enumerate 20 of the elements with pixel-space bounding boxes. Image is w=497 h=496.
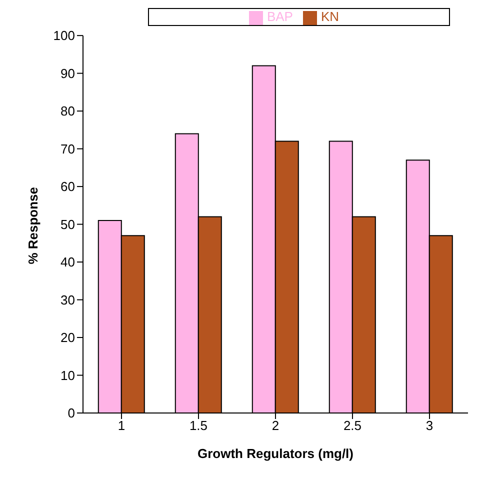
- y-tick-label: 30: [60, 292, 75, 308]
- y-tick-label: 100: [53, 28, 75, 44]
- x-tick-label: 3: [426, 418, 434, 434]
- y-tick-label: 0: [68, 406, 75, 421]
- x-tick-label: 2.5: [343, 418, 362, 434]
- x-tick-label: 1: [118, 418, 126, 434]
- y-tick-label: 70: [60, 141, 75, 156]
- y-tick-label: 10: [60, 368, 75, 383]
- x-axis-title: Growth Regulators (mg/l): [198, 446, 354, 461]
- y-tick-label: 90: [60, 66, 75, 81]
- legend-label: KN: [320, 9, 340, 24]
- y-tick-label: 50: [60, 216, 75, 232]
- y-tick-label: 60: [60, 179, 75, 194]
- x-tick-label: 1.5: [189, 418, 208, 434]
- y-tick-label: 20: [60, 330, 75, 346]
- x-tick-label: 2: [272, 418, 280, 434]
- y-tick-label: 40: [60, 254, 75, 270]
- legend-label: BAP: [266, 9, 293, 24]
- y-tick-label: 80: [60, 104, 75, 119]
- y-axis-title: % Response: [26, 186, 41, 264]
